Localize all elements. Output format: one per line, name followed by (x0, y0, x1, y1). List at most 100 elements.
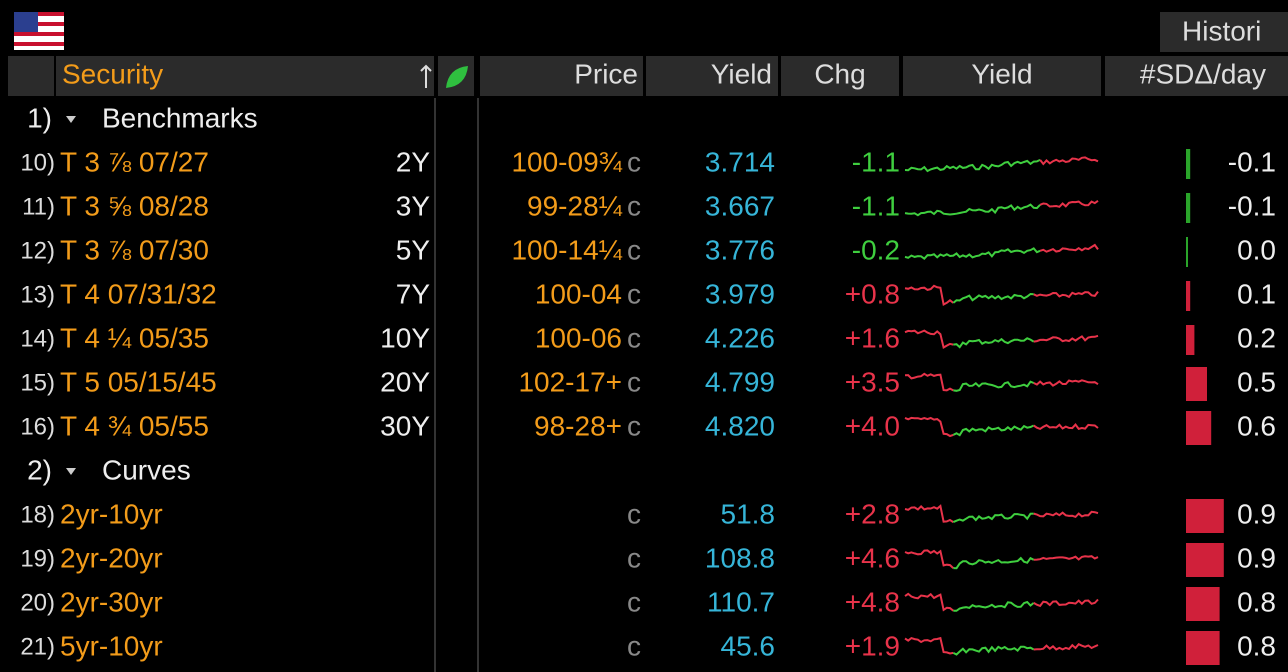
sd-value: 0.8 (1237, 586, 1276, 617)
yield: 3.776 (705, 234, 775, 265)
price: 100-06 (535, 322, 622, 353)
yield: 45.6 (721, 630, 776, 661)
security: 2yr-10yr (60, 498, 163, 529)
sparkline (952, 512, 1034, 524)
sd-bar (1186, 367, 1207, 401)
yield: 3.714 (705, 146, 775, 177)
yield: 3.667 (705, 190, 775, 221)
column-header[interactable]: #SDΔ/day (1140, 58, 1266, 89)
column-header[interactable]: Yield (971, 58, 1032, 89)
change: +1.9 (845, 630, 900, 661)
price: 100-09¾ (511, 146, 622, 177)
sd-value: -0.1 (1228, 190, 1276, 221)
sd-value: 0.1 (1237, 278, 1276, 309)
sparkline (904, 549, 954, 569)
sd-bar (1186, 631, 1220, 665)
sparkline (953, 556, 1035, 570)
tab-bg (1160, 12, 1288, 52)
sd-bar (1186, 411, 1212, 445)
sd-bar (1186, 499, 1224, 533)
sparkline (1033, 598, 1099, 608)
sparkline (952, 292, 1034, 304)
security: T 4 ¾ 05/55 (60, 410, 209, 441)
tenor: 5Y (396, 234, 431, 265)
change: +0.8 (845, 278, 900, 309)
row-number: 13) (20, 281, 55, 308)
yield: 4.820 (705, 410, 775, 441)
group-toggle (66, 116, 76, 123)
column-header[interactable]: Chg (814, 58, 865, 89)
sd-value: 0.8 (1237, 630, 1276, 661)
row-number: 14) (20, 325, 55, 352)
sparkline (1033, 334, 1099, 343)
price: 100-04 (535, 278, 622, 309)
source: c (627, 410, 641, 441)
tab[interactable]: Histori (1182, 15, 1261, 46)
sparkline (952, 645, 1035, 656)
row-number: 19) (20, 545, 55, 572)
sd-bar (1186, 543, 1224, 577)
change: +1.6 (845, 322, 900, 353)
sparkline (953, 380, 1035, 392)
sd-value: 0.9 (1237, 542, 1276, 573)
change: +2.8 (845, 498, 900, 529)
sd-value: 0.6 (1237, 410, 1276, 441)
source: c (627, 190, 641, 221)
source: c (627, 366, 641, 397)
group-label: Benchmarks (102, 102, 258, 133)
source: c (627, 498, 641, 529)
change: -0.2 (852, 234, 900, 265)
tenor: 20Y (380, 366, 430, 397)
change: +3.5 (845, 366, 900, 397)
security: T 4 07/31/32 (60, 278, 217, 309)
sd-value: 0.9 (1237, 498, 1276, 529)
sparkline (1033, 642, 1099, 651)
column-header[interactable]: Yield (711, 58, 772, 89)
group-label: Curves (102, 454, 191, 485)
source: c (627, 234, 641, 265)
sd-bar (1186, 237, 1188, 267)
sparkline (904, 329, 954, 350)
tenor: 3Y (396, 190, 431, 221)
sd-value: 0.0 (1237, 234, 1276, 265)
sparkline (1033, 423, 1099, 431)
tenor: 2Y (396, 146, 431, 177)
yield: 3.979 (705, 278, 775, 309)
tenor: 7Y (396, 278, 431, 309)
header-row: Security Price Yield Chg Yield #SDΔ/day (8, 56, 1288, 96)
yield: 4.799 (705, 366, 775, 397)
row-number: 21) (20, 633, 55, 660)
sparkline (1033, 510, 1099, 519)
yield: 4.226 (705, 322, 775, 353)
security: 2yr-30yr (60, 586, 163, 617)
row-number: 12) (20, 237, 55, 264)
source: c (627, 630, 641, 661)
yield: 108.8 (705, 542, 775, 573)
source: c (627, 146, 641, 177)
source: c (627, 278, 641, 309)
change: +4.6 (845, 542, 900, 573)
change: -1.1 (852, 146, 900, 177)
sd-bar (1186, 587, 1220, 621)
security: T 3 ⅝ 08/28 (60, 190, 209, 221)
sparkline (904, 284, 954, 307)
row-number: 11) (22, 193, 55, 220)
price: 98-28+ (534, 410, 622, 441)
column-header[interactable]: Security (62, 58, 163, 89)
sparkline (904, 416, 954, 438)
sparkline (904, 592, 954, 612)
sd-value: 0.5 (1237, 366, 1276, 397)
sparkline (1033, 379, 1099, 387)
tenor: 10Y (380, 322, 430, 353)
row-number: 16) (20, 413, 55, 440)
price: 100-14¼ (511, 234, 622, 265)
sd-value: 0.2 (1237, 322, 1276, 353)
price: 99-28¼ (527, 190, 623, 221)
sparkline (1039, 156, 1099, 166)
sparkline (904, 372, 954, 392)
column-header[interactable]: Price (574, 58, 638, 89)
tenor: 30Y (380, 410, 430, 441)
sparkline (1039, 199, 1099, 208)
sd-bar (1186, 149, 1191, 179)
